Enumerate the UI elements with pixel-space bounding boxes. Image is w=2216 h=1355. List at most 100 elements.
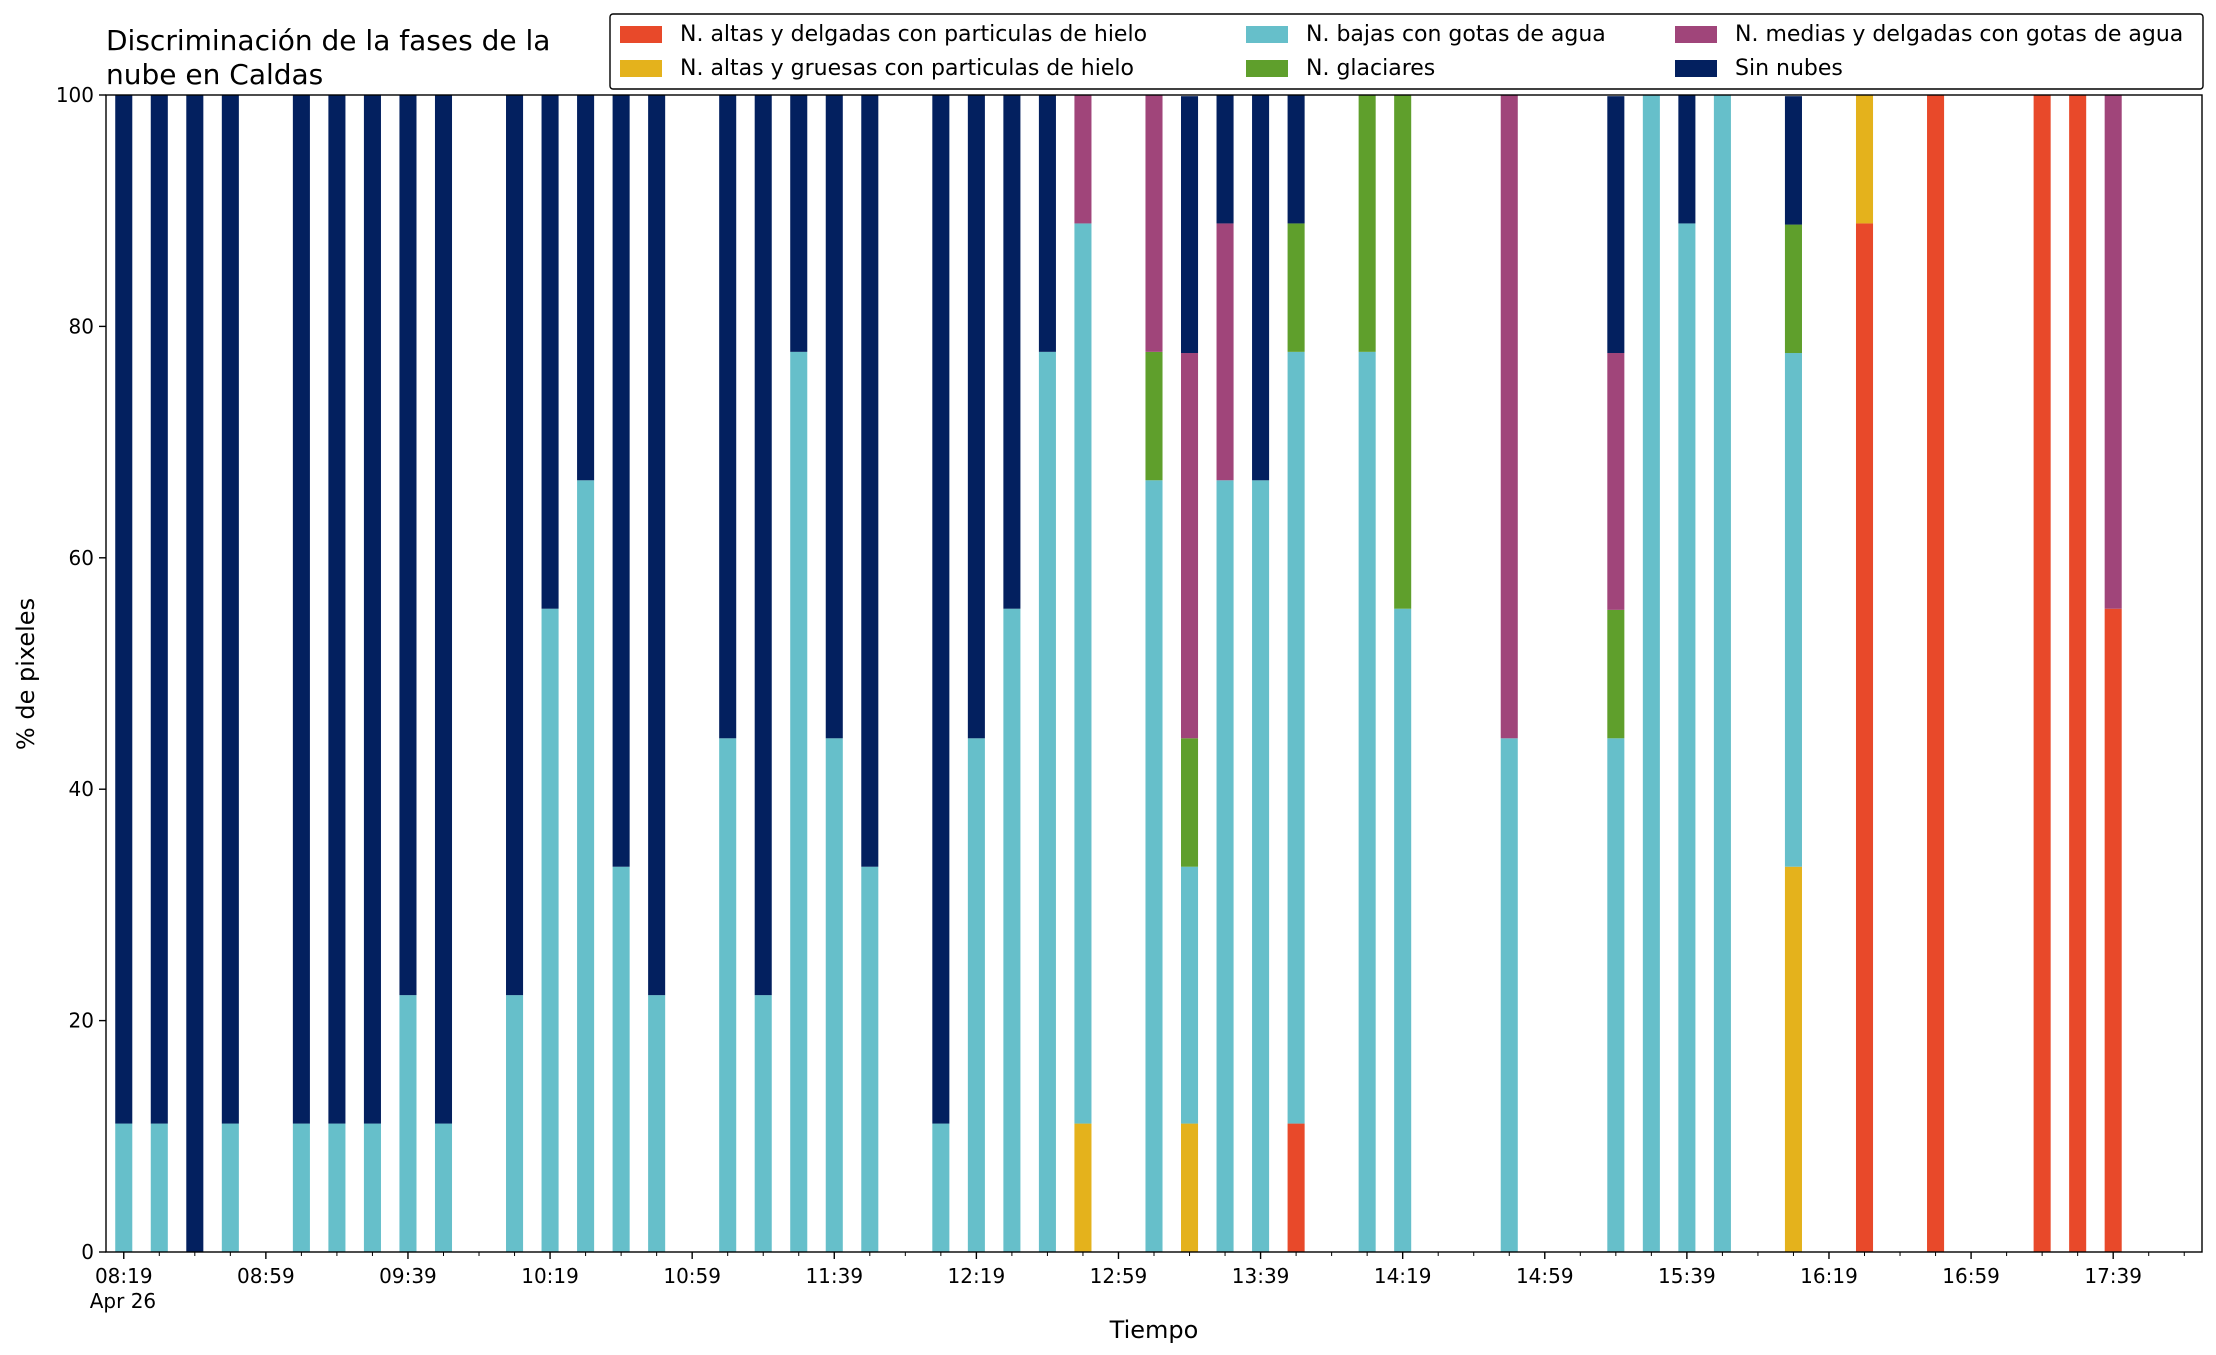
bar-segment [328,95,346,1124]
y-tick-label: 60 [69,546,94,570]
bar-segment [967,95,985,739]
x-date-label: Apr 26 [90,1289,156,1313]
bar-segment [932,1123,950,1252]
bar-segment [1394,608,1412,1252]
bar-segment [1678,223,1696,1252]
x-tick-label: 08:19 [95,1264,153,1288]
legend-swatch [1675,60,1717,77]
bar-segment [1287,223,1305,352]
legend-label: N. altas y delgadas con particulas de hi… [680,22,1147,47]
bar-segment [1287,1123,1305,1252]
x-tick-label: 11:39 [805,1264,863,1288]
bar-segment [1074,1123,1092,1252]
x-tick-label: 17:39 [2084,1264,2142,1288]
x-tick-label: 14:59 [1516,1264,1574,1288]
bar-segment [1784,96,1802,225]
bar-segment [1216,95,1234,224]
x-axis-label: Tiempo [1109,1316,1199,1344]
bar-segment [2033,95,2051,1252]
bar-segment [363,1123,381,1252]
bar-segment [221,95,239,1124]
bar-segment [1287,351,1305,1124]
bar-segment [1678,95,1696,224]
y-tick-label: 20 [69,1009,94,1033]
bar-segment [577,95,595,481]
bar-segment [292,95,310,1124]
bar-segment [1784,353,1802,867]
bar-segment [328,1123,346,1252]
bar-segment [1145,351,1163,481]
bar-segment [754,95,772,996]
x-tick-label: 10:59 [663,1264,721,1288]
bar-segment [1713,95,1731,1252]
x-tick-label: 08:59 [237,1264,295,1288]
legend-swatch [1246,60,1288,77]
bar-segment [1607,738,1625,1252]
y-tick-label: 100 [56,83,94,107]
bar-segment [612,95,630,867]
bar-segment [648,95,666,996]
bar-segment [1003,608,1021,1252]
bar-segment [1180,866,1199,1124]
bar-segment [363,95,381,1124]
bar-segment [1607,609,1625,739]
bar-segment [115,1123,133,1252]
bar-segment [1287,95,1305,224]
bar-segment [115,95,133,1124]
legend-swatch [620,60,662,77]
bar-segment [825,738,843,1252]
x-tick-label: 12:59 [1090,1264,1148,1288]
bar-segment [150,95,168,1124]
x-tick-label: 15:39 [1658,1264,1716,1288]
bar-segment [1003,95,1021,609]
chart-title: Discriminación de la fases de la [106,24,550,57]
chart-title: nube en Caldas [106,58,323,91]
bar-segment [1607,353,1625,610]
bar-segment [790,351,808,1252]
legend-label: N. glaciares [1306,56,1435,81]
bar-segment [790,95,808,352]
bar-segment [434,95,453,1124]
y-tick-label: 80 [69,314,94,338]
x-tick-label: 09:39 [379,1264,437,1288]
bar-segment [1038,95,1056,352]
legend-swatch [620,26,662,43]
bar-segment [932,95,950,1124]
bar-segment [186,95,204,1252]
bar-segment [1252,95,1270,481]
x-tick-label: 13:39 [1232,1264,1290,1288]
bar-segment [434,1123,453,1252]
bar-segment [2069,95,2087,1252]
bar-segment [2104,608,2122,1252]
bar-segment [1358,351,1376,1252]
x-tick-label: 12:19 [948,1264,1006,1288]
bar-segment [1074,95,1092,224]
bar-segment [1180,1123,1199,1252]
x-tick-label: 14:19 [1374,1264,1432,1288]
bar-segment [861,866,879,1252]
bar-segment [1252,480,1270,1252]
bar-segment [1216,223,1234,481]
bar-segment [825,95,843,739]
bar-segment [1642,95,1660,1252]
bar-segment [1074,223,1092,1124]
bar-segment [1180,738,1199,867]
bar-segment [1607,96,1625,354]
bar-segment [506,995,524,1252]
bar-segment [648,995,666,1252]
legend-swatch [1246,26,1288,43]
bar-segment [1784,224,1802,354]
bar-segment [399,995,417,1252]
bar-segment [150,1123,168,1252]
bar-segment [967,738,985,1252]
bar-segment [506,95,524,996]
bar-segment [1180,353,1199,739]
bar-segment [577,480,595,1252]
x-tick-label: 16:59 [1942,1264,2000,1288]
bar-segment [1145,480,1163,1252]
bar-segment [292,1123,310,1252]
bar-segment [1500,738,1518,1252]
bar-segment [612,866,630,1252]
bar-segment [754,995,772,1252]
legend-box [609,13,2204,90]
